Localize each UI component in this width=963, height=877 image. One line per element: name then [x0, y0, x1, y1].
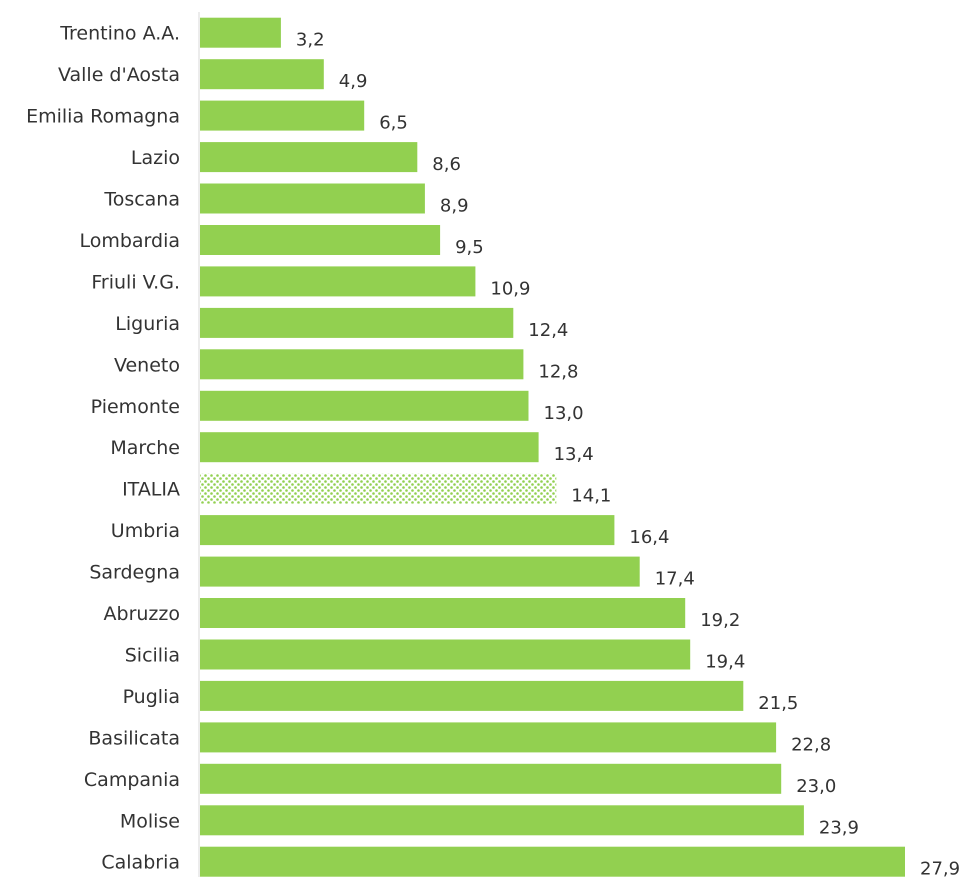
value-label-veneto: 12,8: [538, 361, 578, 382]
value-label-friuli-v-g: 10,9: [490, 278, 530, 299]
category-label-molise: Molise: [120, 810, 180, 832]
category-label-umbria: Umbria: [111, 520, 180, 542]
value-label-puglia: 21,5: [758, 693, 798, 714]
value-label-italia: 14,1: [571, 486, 611, 507]
category-label-abruzzo: Abruzzo: [104, 603, 180, 625]
bar-valle-d-aosta: [200, 59, 324, 90]
category-label-campania: Campania: [84, 769, 180, 791]
value-label-lombardia: 9,5: [455, 237, 484, 258]
bar-marche: [200, 432, 539, 463]
bar-trentino-a-a: [200, 17, 281, 48]
bar-sicilia: [200, 639, 691, 670]
category-label-lombardia: Lombardia: [79, 230, 180, 252]
bar-umbria: [200, 515, 615, 546]
category-label-toscana: Toscana: [103, 189, 180, 211]
value-labels-group: 3,2 4,9 6,5 8,6 8,9 9,5 10,9 12,4 12,8 13,0 13,4 14…: [296, 30, 960, 877]
bar-piemonte: [200, 390, 529, 421]
bar-lazio: [200, 142, 418, 173]
value-label-abruzzo: 19,2: [700, 610, 740, 631]
bar-emilia-romagna: [200, 100, 365, 131]
value-label-trentino-a-a: 3,2: [296, 30, 325, 51]
category-label-liguria: Liguria: [115, 313, 180, 335]
bar-calabria: [200, 846, 905, 877]
value-label-sardegna: 17,4: [655, 569, 695, 590]
category-label-veneto: Veneto: [114, 354, 180, 376]
bar-toscana: [200, 183, 425, 214]
bar-molise: [200, 805, 804, 836]
category-label-emilia-romagna: Emilia Romagna: [26, 106, 180, 128]
bar-friuli-v-g: [200, 266, 476, 297]
bar-campania: [200, 763, 782, 794]
category-label-puglia: Puglia: [123, 686, 180, 708]
value-label-umbria: 16,4: [629, 527, 669, 548]
bars-group: [200, 17, 905, 877]
category-label-lazio: Lazio: [131, 147, 180, 169]
bar-basilicata: [200, 722, 777, 753]
category-labels-group: Trentino A.A. Valle d'Aosta Emilia Romagna…: [26, 23, 180, 874]
category-label-piemonte: Piemonte: [91, 396, 180, 418]
bar-veneto: [200, 349, 524, 380]
value-label-basilicata: 22,8: [791, 734, 831, 755]
category-label-trentino-a-a: Trentino A.A.: [59, 23, 180, 45]
bar-liguria: [200, 307, 514, 338]
bar-puglia: [200, 680, 744, 711]
value-label-emilia-romagna: 6,5: [379, 113, 408, 134]
value-label-toscana: 8,9: [440, 196, 469, 217]
value-label-sicilia: 19,4: [705, 652, 745, 673]
value-label-lazio: 8,6: [432, 154, 461, 175]
bar-italia: [200, 473, 557, 504]
category-label-friuli-v-g: Friuli V.G.: [91, 271, 180, 293]
value-label-calabria: 27,9: [920, 859, 960, 877]
value-label-valle-d-aosta: 4,9: [339, 71, 368, 92]
value-label-piemonte: 13,0: [544, 403, 584, 424]
bar-sardegna: [200, 556, 640, 587]
value-label-marche: 13,4: [554, 444, 594, 465]
bar-lombardia: [200, 225, 441, 255]
value-label-molise: 23,9: [819, 817, 859, 838]
category-label-sicilia: Sicilia: [125, 645, 180, 667]
category-label-marche: Marche: [110, 437, 180, 459]
category-label-italia: ITALIA: [122, 479, 180, 501]
category-label-valle-d-aosta: Valle d'Aosta: [58, 64, 180, 86]
value-label-liguria: 12,4: [528, 320, 568, 341]
value-label-campania: 23,0: [796, 776, 836, 797]
category-label-calabria: Calabria: [101, 852, 180, 874]
category-label-basilicata: Basilicata: [88, 727, 180, 749]
category-label-sardegna: Sardegna: [89, 562, 180, 584]
bar-abruzzo: [200, 598, 686, 628]
